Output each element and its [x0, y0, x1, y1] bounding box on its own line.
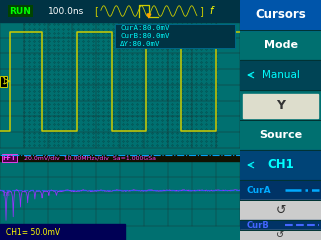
Text: ↺: ↺: [275, 204, 286, 216]
Text: f: f: [210, 6, 213, 16]
Text: CurA:80.0mV: CurA:80.0mV: [120, 25, 169, 31]
Bar: [240, 180, 321, 200]
Bar: [240, 150, 321, 180]
Text: Manual: Manual: [262, 70, 299, 80]
Text: Mode: Mode: [264, 40, 298, 50]
Bar: [115, 24, 235, 48]
Bar: [240, 200, 321, 220]
Bar: [0, 155, 240, 161]
Text: ΔY:80.0mV: ΔY:80.0mV: [120, 41, 160, 47]
Text: CH1: CH1: [267, 158, 294, 172]
Text: 1: 1: [1, 77, 6, 86]
Text: ]: ]: [199, 6, 203, 16]
Text: CurA: CurA: [247, 186, 271, 195]
Bar: [240, 60, 321, 90]
Text: [: [: [95, 6, 99, 16]
Bar: [240, 230, 321, 240]
Bar: [0, 0, 240, 22]
Bar: [243, 94, 318, 118]
Text: 100.0ns: 100.0ns: [48, 6, 84, 16]
Text: Cursors: Cursors: [255, 8, 306, 22]
Text: ↺: ↺: [276, 230, 285, 240]
Bar: [240, 220, 321, 230]
Text: Y: Y: [276, 99, 285, 112]
Bar: [240, 0, 321, 30]
Text: Source: Source: [259, 130, 302, 140]
Text: CH1= 50.0mV: CH1= 50.0mV: [6, 228, 60, 237]
Text: CurB:80.0mV: CurB:80.0mV: [120, 33, 169, 39]
Text: 20.0mV/div  10.00MHzₕ/div  Sa=1.000GSa: 20.0mV/div 10.00MHzₕ/div Sa=1.000GSa: [24, 155, 156, 160]
Text: m: m: [2, 192, 9, 197]
Text: Type: Type: [266, 100, 295, 110]
Text: CurB: CurB: [247, 221, 269, 229]
Text: FFT: FFT: [2, 155, 16, 161]
Bar: [0, 224, 125, 240]
Text: RUN: RUN: [10, 6, 31, 16]
